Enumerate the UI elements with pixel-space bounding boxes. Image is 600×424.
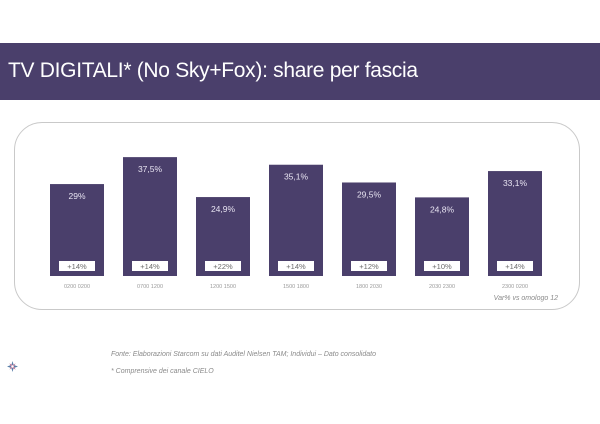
chart-frame [14,122,580,310]
variation-box [497,261,533,271]
category-tick-label: 1500 1800 [283,284,309,290]
bar-value-label: 24,9% [211,204,236,214]
variation-label: +14% [67,262,87,271]
footnote: * Comprensive dei canale CIELO [111,368,214,375]
bar-value-label: 29,5% [357,189,382,199]
bar-value-label: 37,5% [138,164,163,174]
bar-value-label: 35,1% [284,172,309,182]
source-note: Fonte: Elaborazioni Starcom su dati Audi… [111,351,376,358]
variation-caption: Var% vs omologo 12 [494,295,558,302]
star-logo-icon [7,361,18,372]
variation-label: +22% [213,262,233,271]
variation-label: +12% [359,262,379,271]
bar [342,182,396,276]
bar-value-label: 24,8% [430,204,455,214]
category-tick-label: 0200 0200 [64,284,90,290]
variation-box [424,261,460,271]
category-tick-label: 2030 2300 [429,284,455,290]
category-tick-label: 1800 2030 [356,284,382,290]
bar [123,157,177,276]
variation-box [351,261,387,271]
bar [50,184,104,276]
variation-label: +14% [140,262,160,271]
bar [269,164,323,276]
variation-box [278,261,314,271]
bar-value-label: 33,1% [503,178,528,188]
bar [488,171,542,276]
variation-box [59,261,95,271]
category-tick-label: 0700 1200 [137,284,163,290]
variation-label: +14% [505,262,525,271]
title-bar: TV DIGITALI* (No Sky+Fox): share per fas… [0,43,600,100]
bar-value-label: 29% [68,191,85,201]
category-tick-label: 2300 0200 [502,284,528,290]
variation-box [132,261,168,271]
variation-label: +10% [432,262,452,271]
variation-box [205,261,241,271]
variation-label: +14% [286,262,306,271]
page-title: TV DIGITALI* (No Sky+Fox): share per fas… [8,59,418,82]
category-tick-label: 1200 1500 [210,284,236,290]
bars-group: 29% +14% 0200 0200 37,5% +14% 0700 1200 24,9% +… [50,157,542,290]
